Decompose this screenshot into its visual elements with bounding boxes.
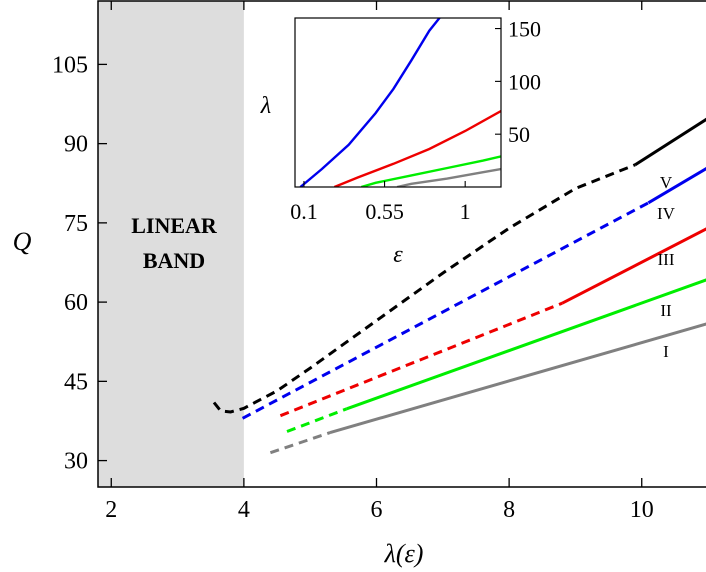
x-tick-label: 4 — [238, 497, 250, 523]
main-plot-frame — [97, 0, 706, 488]
series-I-dashed — [269, 431, 331, 455]
inset-y-tick-label: 150 — [508, 17, 541, 42]
inset-series-line-3 — [333, 109, 501, 187]
inset-x-tick-label: 0.55 — [365, 199, 404, 224]
x-axis-label: λ(ε) — [384, 539, 424, 568]
y-axis-label: Q — [13, 227, 32, 256]
inset-series-line-4 — [299, 18, 441, 187]
linear-band-label-line2: BAND — [143, 248, 205, 273]
series-label-V: V — [660, 173, 673, 192]
inset-y-tick-label: 100 — [508, 69, 541, 94]
inset-x-tick-label: 0.1 — [290, 199, 318, 224]
series-II-dashed — [286, 407, 348, 433]
series-III-solid — [561, 227, 706, 305]
linear-band-region — [98, 1, 244, 487]
series-I-solid — [329, 322, 706, 435]
y-tick-label: 45 — [64, 369, 88, 395]
series-label-III: III — [658, 250, 675, 269]
y-tick-label: 30 — [64, 449, 88, 475]
x-tick-label: 6 — [371, 497, 383, 523]
series-label-I: I — [663, 342, 669, 361]
inset-plot-frame — [294, 17, 502, 188]
y-tick-label: 75 — [64, 211, 88, 237]
inset-y-tick-label: 50 — [508, 122, 530, 147]
series-IV-dashed — [241, 201, 650, 420]
y-tick-label: 90 — [64, 132, 88, 158]
x-tick-label: 10 — [630, 497, 654, 523]
inset-x-tick-label: 1 — [460, 199, 471, 224]
series-II-solid — [346, 278, 706, 411]
series-III-dashed — [279, 301, 563, 418]
series-label-IV: IV — [657, 204, 676, 223]
inset-series-line-1 — [396, 167, 501, 187]
linear-band-label-line1: LINEAR — [131, 213, 218, 238]
series-IV-solid — [647, 166, 706, 205]
series-label-II: II — [660, 301, 672, 320]
inset-x-axis-label: ε — [393, 242, 403, 268]
x-tick-label: 2 — [105, 497, 117, 523]
inset-y-axis-label: λ — [260, 93, 271, 119]
series-V-dashed — [212, 163, 636, 414]
y-tick-label: 60 — [64, 290, 88, 316]
x-tick-label: 8 — [503, 497, 515, 523]
y-tick-label: 105 — [52, 52, 88, 78]
inset-series-line-2 — [360, 155, 501, 187]
series-V-solid — [634, 117, 706, 167]
inset-background — [295, 18, 501, 187]
